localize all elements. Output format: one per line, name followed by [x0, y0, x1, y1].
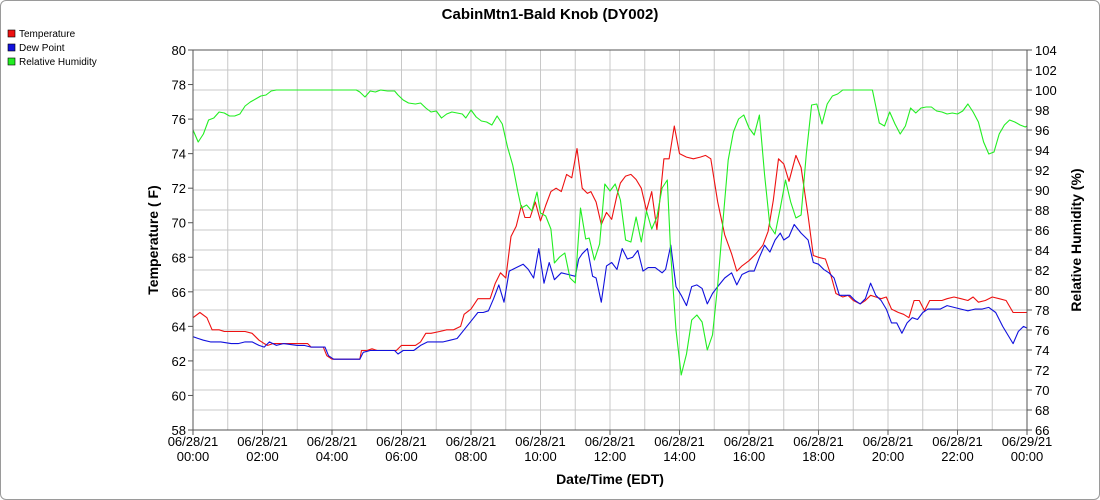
legend-swatch-temperature: [7, 29, 16, 38]
y2-tick-label: 90: [1035, 183, 1049, 198]
y2-tick-label: 76: [1035, 323, 1049, 338]
y2-tick-label: 70: [1035, 383, 1049, 398]
series-layer: [192, 89, 1028, 376]
x-tick-label-date: 06/28/21: [168, 434, 219, 449]
y2-tick-label: 94: [1035, 143, 1049, 158]
x-tick-label-date: 06/28/21: [793, 434, 844, 449]
y2-tick-label: 86: [1035, 223, 1049, 238]
y-axis-title: Temperature ( F): [145, 185, 161, 294]
x-tick-label-time: 08:00: [455, 449, 488, 464]
y-tick-label: 72: [172, 181, 186, 196]
y2-tick-label: 96: [1035, 123, 1049, 138]
y-tick-label: 64: [172, 319, 186, 334]
y-tick-label: 62: [172, 354, 186, 369]
x-tick-label-time: 20:00: [872, 449, 905, 464]
x-tick-label-time: 04:00: [316, 449, 349, 464]
y2-tick-label: 98: [1035, 103, 1049, 118]
y-tick-label: 76: [172, 112, 186, 127]
y-tick-label: 70: [172, 216, 186, 231]
legend-swatch-dew-point: [7, 43, 16, 52]
y-tick-label: 68: [172, 250, 186, 265]
y2-tick-label: 78: [1035, 303, 1049, 318]
x-tick-label-date: 06/28/21: [376, 434, 427, 449]
x-tick-label-date: 06/28/21: [237, 434, 288, 449]
legend: Temperature Dew Point Relative Humidity: [7, 29, 97, 68]
y2-tick-label: 66: [1035, 423, 1049, 438]
series-line-relative-humidity: [192, 89, 1028, 376]
x-tick-label-date: 06/29/21: [1002, 434, 1053, 449]
x-tick-label-date: 06/28/21: [863, 434, 914, 449]
y2-tick-label: 80: [1035, 283, 1049, 298]
x-tick-label-time: 12:00: [594, 449, 627, 464]
y2-tick-label: 72: [1035, 363, 1049, 378]
x-axis: 06/28/2100:0006/28/2102:0006/28/2104:000…: [168, 430, 1053, 464]
x-tick-label-date: 06/28/21: [446, 434, 497, 449]
x-tick-label-time: 00:00: [177, 449, 210, 464]
x-tick-label-time: 14:00: [663, 449, 696, 464]
legend-label-relative-humidity: Relative Humidity: [19, 57, 97, 68]
y-tick-label: 74: [172, 147, 186, 162]
x-tick-label-time: 10:00: [524, 449, 557, 464]
gridlines: [192, 49, 1028, 431]
y-axis-left: 58 60 62 64 66 68 70 72 74 76 78 80: [172, 43, 193, 438]
x-tick-label-time: 00:00: [1011, 449, 1044, 464]
y-tick-label: 60: [172, 388, 186, 403]
y2-axis-title: Relative Humidity (%): [1068, 168, 1084, 311]
x-tick-label-date: 06/28/21: [932, 434, 983, 449]
y-axis-right: 66 68 70 72 74 76 78 80 82 84 86 88 90 92 94 96 98 100 102…: [1027, 43, 1057, 438]
y2-tick-label: 102: [1035, 63, 1057, 78]
x-tick-label-time: 06:00: [385, 449, 418, 464]
y2-tick-label: 84: [1035, 243, 1049, 258]
x-tick-label-date: 06/28/21: [515, 434, 566, 449]
chart-title: CabinMtn1-Bald Knob (DY002): [442, 6, 659, 23]
x-tick-label-time: 18:00: [802, 449, 835, 464]
y2-tick-label: 68: [1035, 403, 1049, 418]
series-line-dew-point: [192, 223, 1028, 360]
x-tick-label-time: 22:00: [941, 449, 974, 464]
y-tick-label: 66: [172, 285, 186, 300]
x-tick-label-date: 06/28/21: [307, 434, 358, 449]
y2-tick-label: 92: [1035, 163, 1049, 178]
legend-label-temperature: Temperature: [19, 29, 76, 40]
x-tick-label-date: 06/28/21: [724, 434, 775, 449]
y-tick-label: 78: [172, 78, 186, 93]
y2-tick-label: 74: [1035, 343, 1049, 358]
y2-tick-label: 88: [1035, 203, 1049, 218]
x-tick-label-time: 16:00: [733, 449, 766, 464]
x-tick-label-time: 02:00: [246, 449, 279, 464]
y2-tick-label: 100: [1035, 83, 1057, 98]
x-axis-title: Date/Time (EDT): [556, 471, 664, 487]
y-tick-label: 58: [172, 423, 186, 438]
x-tick-label-date: 06/28/21: [654, 434, 705, 449]
x-tick-label-date: 06/28/21: [585, 434, 636, 449]
y2-tick-label: 82: [1035, 263, 1049, 278]
y2-tick-label: 104: [1035, 43, 1057, 58]
legend-label-dew-point: Dew Point: [19, 43, 65, 54]
y-tick-label: 80: [172, 43, 186, 58]
legend-swatch-relative-humidity: [7, 57, 16, 66]
